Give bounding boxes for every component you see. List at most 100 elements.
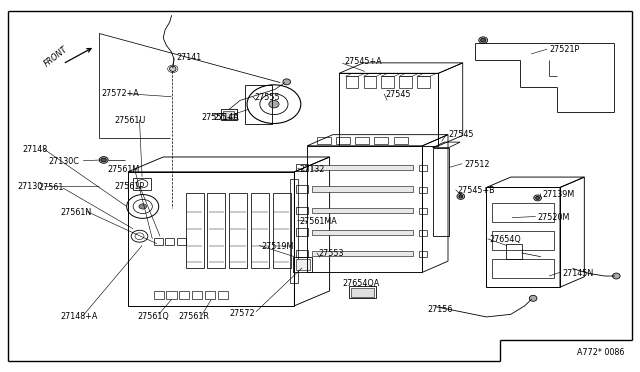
Bar — [296, 164, 308, 171]
Text: 27561M: 27561M — [108, 165, 140, 174]
Bar — [433, 148, 449, 236]
Text: 27545: 27545 — [385, 90, 411, 99]
Bar — [273, 193, 291, 268]
Text: 27572+A: 27572+A — [101, 89, 139, 98]
Text: 27545+B: 27545+B — [458, 186, 495, 195]
Bar — [296, 185, 308, 193]
Bar — [355, 137, 369, 144]
Bar — [364, 76, 376, 88]
Text: 27156: 27156 — [428, 305, 453, 314]
Text: 27141: 27141 — [176, 53, 201, 62]
Bar — [346, 76, 358, 88]
Bar — [317, 137, 331, 144]
Text: 27561N: 27561N — [61, 208, 92, 217]
Bar — [419, 230, 427, 236]
Text: 27148+A: 27148+A — [61, 312, 98, 321]
Text: 27520M: 27520M — [538, 213, 570, 222]
Ellipse shape — [269, 100, 279, 108]
Bar — [229, 193, 247, 268]
Text: 27561U: 27561U — [114, 116, 145, 125]
Bar — [349, 286, 376, 298]
Text: 27130C: 27130C — [48, 157, 79, 166]
Text: 27555: 27555 — [255, 93, 280, 102]
Bar — [177, 238, 186, 245]
Bar — [312, 165, 413, 170]
Ellipse shape — [536, 196, 540, 199]
Bar — [339, 73, 438, 146]
Text: 27521P: 27521P — [549, 45, 579, 54]
Ellipse shape — [457, 193, 465, 199]
Bar — [312, 186, 413, 192]
Bar — [419, 251, 427, 257]
Bar — [336, 137, 350, 144]
Bar — [166, 291, 177, 299]
Bar — [218, 291, 228, 299]
Bar — [128, 172, 294, 306]
Text: 27572: 27572 — [229, 309, 255, 318]
Bar — [307, 146, 422, 272]
Text: 27148: 27148 — [22, 145, 47, 154]
Bar — [165, 238, 174, 245]
Ellipse shape — [459, 195, 463, 198]
Bar — [207, 193, 225, 268]
Text: 27561: 27561 — [38, 183, 64, 192]
Text: 27145N: 27145N — [562, 269, 593, 278]
Bar — [192, 291, 202, 299]
Text: 27654QA: 27654QA — [342, 279, 380, 288]
Text: 27561P: 27561P — [114, 182, 144, 191]
Bar — [312, 251, 413, 256]
Text: 27512: 27512 — [465, 160, 490, 169]
Bar — [296, 250, 308, 257]
Bar — [492, 259, 554, 278]
Bar — [417, 76, 430, 88]
Bar — [154, 238, 163, 245]
Ellipse shape — [534, 195, 541, 201]
Text: 27654Q: 27654Q — [490, 235, 522, 244]
Bar — [312, 230, 413, 235]
Text: 27561R: 27561R — [178, 312, 209, 321]
Bar — [506, 244, 522, 259]
Bar — [221, 109, 237, 120]
Text: 27553: 27553 — [319, 249, 344, 258]
Text: 27545: 27545 — [448, 130, 474, 139]
Bar — [419, 208, 427, 214]
Bar — [154, 291, 164, 299]
Ellipse shape — [99, 157, 108, 163]
Bar — [296, 228, 308, 236]
Ellipse shape — [170, 66, 176, 71]
Ellipse shape — [481, 38, 486, 42]
Bar — [312, 208, 413, 213]
Ellipse shape — [283, 79, 291, 85]
Text: 27130: 27130 — [17, 182, 42, 191]
Bar — [419, 187, 427, 193]
Bar — [419, 165, 427, 171]
Bar — [296, 207, 308, 214]
Text: 27139M: 27139M — [543, 190, 575, 199]
Text: 27555+A: 27555+A — [202, 113, 239, 122]
Bar — [381, 76, 394, 88]
Bar — [374, 137, 388, 144]
Text: 27519M: 27519M — [261, 242, 294, 251]
Text: 27561MA: 27561MA — [300, 217, 337, 226]
Bar — [394, 137, 408, 144]
Text: 27545+A: 27545+A — [344, 57, 382, 66]
Ellipse shape — [612, 273, 620, 279]
Bar — [223, 111, 234, 119]
Bar — [251, 193, 269, 268]
Ellipse shape — [139, 204, 147, 209]
Bar — [186, 193, 204, 268]
Bar — [290, 179, 298, 283]
Bar — [245, 85, 272, 124]
Bar — [492, 231, 554, 250]
Bar — [296, 259, 310, 270]
Bar — [179, 291, 189, 299]
Text: A772* 0086: A772* 0086 — [577, 348, 624, 357]
Bar — [492, 203, 554, 222]
Ellipse shape — [101, 158, 106, 162]
Bar — [205, 291, 215, 299]
Bar — [399, 76, 412, 88]
Text: 27561Q: 27561Q — [138, 312, 170, 321]
Ellipse shape — [479, 37, 488, 44]
Bar — [486, 187, 560, 287]
Ellipse shape — [529, 295, 537, 301]
